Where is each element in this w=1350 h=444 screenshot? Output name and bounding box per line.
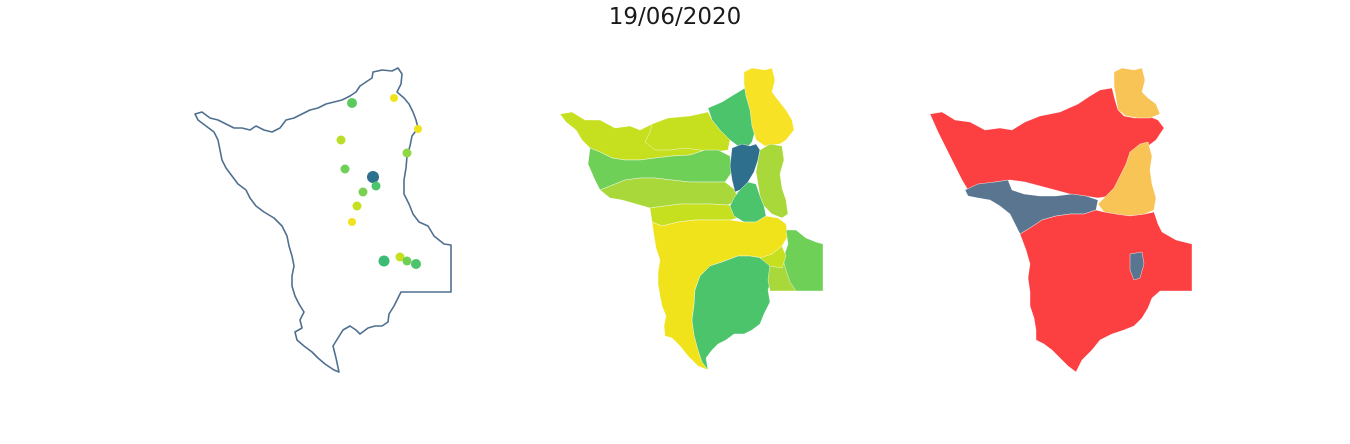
station-marker — [411, 259, 421, 269]
station-marker — [402, 148, 412, 158]
figure-title: 19/06/2020 — [608, 4, 742, 30]
risk-area — [1019, 209, 1193, 373]
station-marker — [367, 171, 379, 183]
station-marker — [402, 256, 412, 266]
subbasin-area — [743, 67, 795, 147]
station-marker — [390, 94, 398, 102]
station-marker — [347, 98, 357, 108]
station-marker — [340, 164, 350, 174]
station-marker — [336, 135, 346, 145]
station-marker — [371, 181, 381, 191]
station-marker — [352, 201, 362, 211]
region-outline — [194, 67, 452, 373]
subbasin-area — [729, 143, 761, 193]
station-marker — [414, 125, 422, 133]
subbasin-area — [759, 245, 787, 269]
station-marker — [378, 255, 390, 267]
subbasin-area — [707, 87, 757, 151]
risk-polygons — [929, 67, 1193, 373]
risk-area — [1129, 251, 1145, 281]
station-marker — [348, 218, 356, 226]
subbasin-area — [755, 143, 789, 219]
subbasin-area — [644, 111, 731, 153]
subbasin-polygons — [559, 67, 824, 371]
risk-area — [1113, 67, 1161, 119]
station-marker — [358, 187, 368, 197]
station-marker — [395, 252, 405, 262]
